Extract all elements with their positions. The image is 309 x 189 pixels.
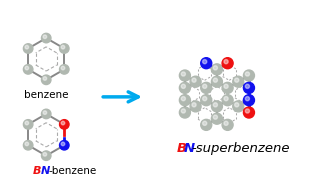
Circle shape bbox=[61, 66, 65, 70]
Circle shape bbox=[224, 60, 228, 64]
Circle shape bbox=[243, 70, 254, 81]
Circle shape bbox=[203, 84, 207, 88]
Circle shape bbox=[180, 95, 190, 106]
Circle shape bbox=[213, 78, 218, 82]
Circle shape bbox=[181, 72, 185, 76]
Circle shape bbox=[211, 113, 222, 124]
Circle shape bbox=[23, 65, 33, 74]
Circle shape bbox=[43, 77, 47, 80]
Circle shape bbox=[203, 121, 207, 125]
Circle shape bbox=[25, 66, 29, 70]
Circle shape bbox=[23, 120, 33, 129]
Circle shape bbox=[222, 82, 233, 93]
Circle shape bbox=[222, 119, 233, 130]
Circle shape bbox=[224, 97, 228, 101]
Circle shape bbox=[41, 109, 51, 119]
Circle shape bbox=[201, 82, 212, 93]
Circle shape bbox=[201, 58, 212, 69]
Text: B: B bbox=[33, 166, 41, 176]
Circle shape bbox=[60, 65, 69, 74]
Circle shape bbox=[213, 66, 218, 70]
Circle shape bbox=[243, 95, 254, 106]
Circle shape bbox=[190, 76, 201, 87]
Text: -benzene: -benzene bbox=[48, 166, 96, 176]
Circle shape bbox=[43, 35, 47, 39]
Circle shape bbox=[181, 109, 185, 113]
Circle shape bbox=[23, 140, 33, 150]
Circle shape bbox=[181, 84, 185, 88]
Text: -superbenzene: -superbenzene bbox=[191, 142, 290, 155]
Circle shape bbox=[190, 101, 201, 112]
Circle shape bbox=[25, 121, 29, 125]
Circle shape bbox=[192, 103, 196, 107]
Circle shape bbox=[211, 101, 222, 112]
Circle shape bbox=[245, 84, 249, 88]
Text: B: B bbox=[177, 142, 187, 155]
Circle shape bbox=[201, 95, 212, 106]
Circle shape bbox=[235, 103, 239, 107]
Circle shape bbox=[60, 140, 69, 150]
Circle shape bbox=[61, 45, 65, 49]
Circle shape bbox=[233, 76, 244, 87]
Circle shape bbox=[213, 103, 218, 107]
Circle shape bbox=[43, 111, 47, 114]
Circle shape bbox=[60, 120, 69, 129]
Circle shape bbox=[224, 121, 228, 125]
Circle shape bbox=[211, 64, 222, 75]
Circle shape bbox=[245, 97, 249, 101]
Circle shape bbox=[180, 107, 190, 118]
Text: benzene: benzene bbox=[24, 90, 69, 100]
Circle shape bbox=[203, 60, 207, 64]
Circle shape bbox=[233, 101, 244, 112]
Circle shape bbox=[61, 121, 65, 125]
Circle shape bbox=[60, 44, 69, 53]
Circle shape bbox=[41, 33, 51, 43]
Circle shape bbox=[181, 97, 185, 101]
Circle shape bbox=[222, 95, 233, 106]
Circle shape bbox=[25, 45, 29, 49]
Circle shape bbox=[243, 107, 254, 118]
Circle shape bbox=[43, 153, 47, 156]
Circle shape bbox=[41, 151, 51, 160]
Circle shape bbox=[224, 84, 228, 88]
Circle shape bbox=[180, 70, 190, 81]
Circle shape bbox=[192, 78, 196, 82]
Circle shape bbox=[213, 115, 218, 119]
Circle shape bbox=[222, 58, 233, 69]
Circle shape bbox=[245, 72, 249, 76]
Text: N: N bbox=[40, 166, 50, 176]
Circle shape bbox=[41, 75, 51, 84]
Circle shape bbox=[243, 82, 254, 93]
Circle shape bbox=[211, 76, 222, 87]
Circle shape bbox=[245, 109, 249, 113]
Circle shape bbox=[201, 119, 212, 130]
Text: N: N bbox=[184, 142, 195, 155]
Circle shape bbox=[61, 142, 65, 146]
Circle shape bbox=[180, 82, 190, 93]
Circle shape bbox=[235, 78, 239, 82]
Circle shape bbox=[23, 44, 33, 53]
Circle shape bbox=[25, 142, 29, 146]
Circle shape bbox=[203, 97, 207, 101]
